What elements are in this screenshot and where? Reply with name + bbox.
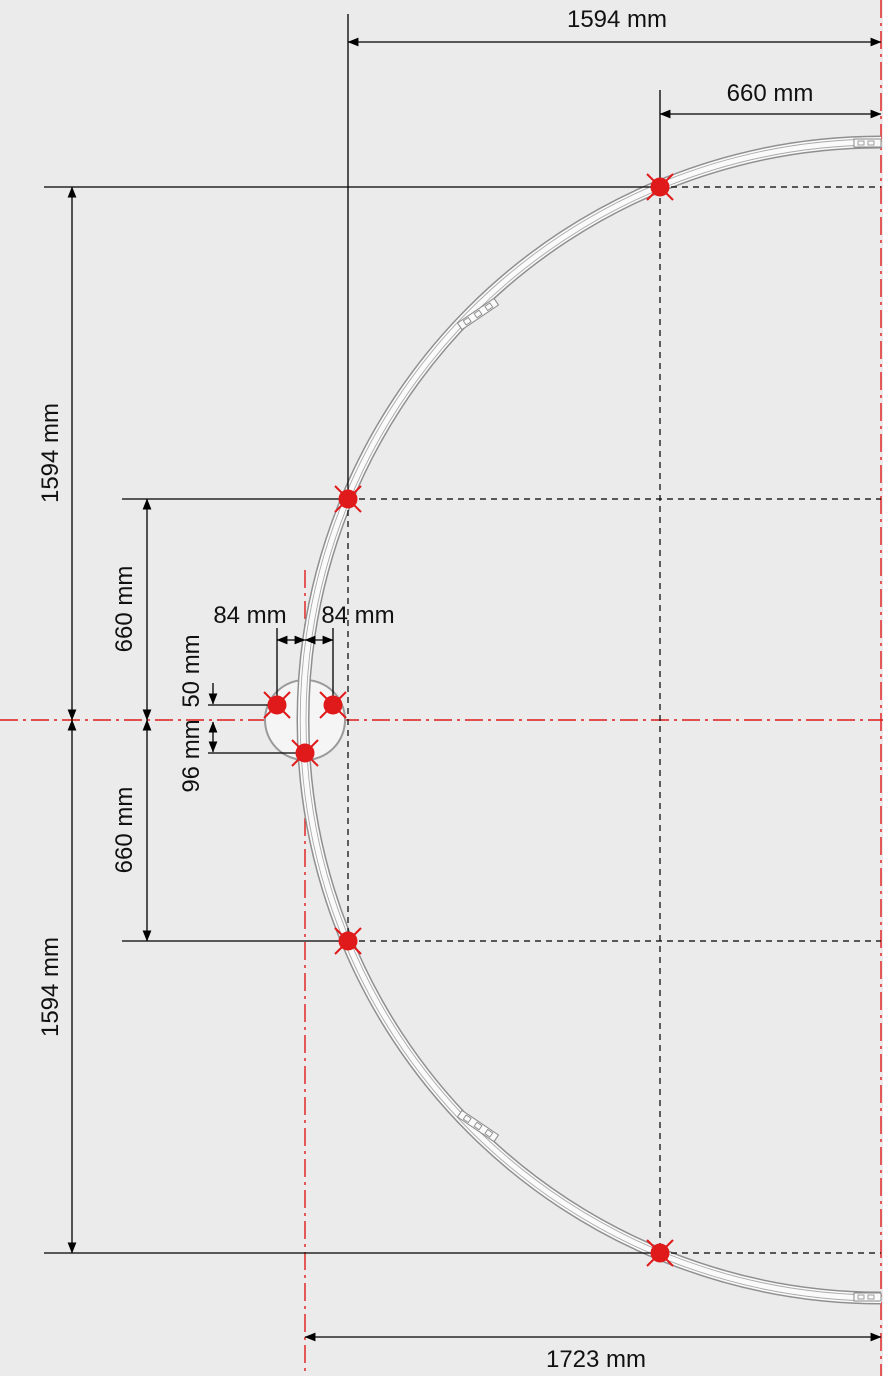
dimension-label-hub-right: 84 mm <box>321 602 394 629</box>
dimension-label-top-width: 1594 mm <box>567 6 667 33</box>
dimension-label-left-upper: 1594 mm <box>37 403 64 503</box>
track-groove-inner <box>305 144 882 1296</box>
mount-point-hub-bottom <box>291 739 319 767</box>
track-end-cap-bottom <box>853 1292 882 1302</box>
extension-lines <box>44 14 661 1254</box>
dimension-label-hub-upper: 50 mm <box>178 634 205 707</box>
track-connector-top <box>456 297 500 331</box>
projection-lines <box>347 186 881 1254</box>
dimension-label-inner-lower: 660 mm <box>111 787 138 874</box>
mount-point-top <box>646 173 674 201</box>
track-groove-outer <box>299 138 882 1302</box>
mount-point-lower <box>334 927 362 955</box>
dimension-label-hub-left: 84 mm <box>213 602 286 629</box>
dimension-label-bottom-width: 1723 mm <box>546 1346 646 1373</box>
track-end-cap-top <box>853 138 882 148</box>
dimension-label-left-lower: 1594 mm <box>37 937 64 1037</box>
mount-point-hub-left <box>263 691 291 719</box>
track-connector-bottom <box>456 1109 500 1143</box>
dimension-label-top-right: 660 mm <box>727 80 814 107</box>
dimension-lines <box>67 37 882 1342</box>
dimension-label-hub-lower: 96 mm <box>178 719 205 792</box>
dimension-label-inner-upper: 660 mm <box>111 566 138 653</box>
mount-point-bottom <box>646 1239 674 1267</box>
track-ring <box>296 135 882 1305</box>
mount-point-hub-right <box>319 691 347 719</box>
track-surface <box>298 137 882 1303</box>
dimension-labels: 1594 mm 660 mm 1594 mm 1594 mm 660 mm 66… <box>37 6 813 1373</box>
mount-point-upper <box>334 485 362 513</box>
